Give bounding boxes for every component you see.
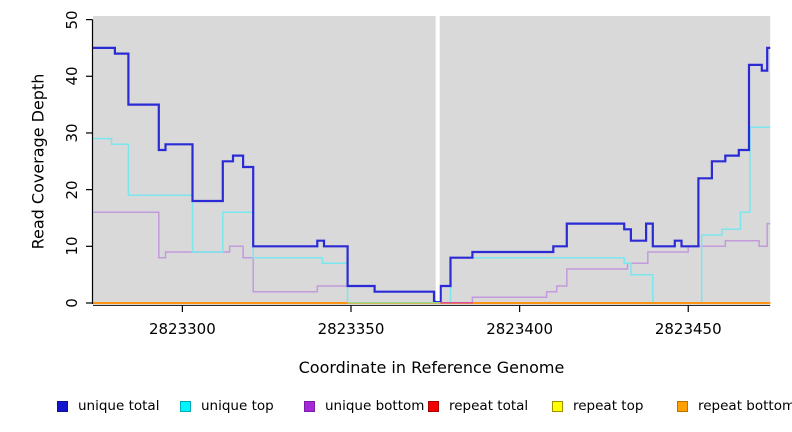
- legend-item-unique-top: unique top: [180, 396, 274, 416]
- series-unique-total: [93, 46, 771, 303]
- y-tick-label-40: 40: [63, 66, 81, 86]
- y-tick-label-0: 0: [63, 298, 81, 308]
- legend: unique total unique top unique bottom repea…: [0, 396, 792, 420]
- y-tick-label-20: 20: [63, 180, 81, 200]
- legend-swatch-icon: [180, 400, 191, 412]
- x-tick-label-2823450: 2823450: [654, 320, 722, 338]
- legend-label: repeat total: [449, 398, 529, 414]
- x-tick-label-2823300: 2823300: [148, 320, 216, 338]
- y-tick-label-10: 10: [63, 236, 81, 256]
- legend-item-repeat-top: repeat top: [552, 396, 643, 416]
- series-unique-bottom: [93, 211, 771, 304]
- legend-swatch-icon: [57, 400, 68, 412]
- legend-swatch-icon: [677, 400, 688, 412]
- legend-item-repeat-total: repeat total: [428, 396, 528, 416]
- legend-label: unique total: [78, 398, 160, 414]
- legend-item-unique-bottom: unique bottom: [304, 396, 424, 416]
- y-axis-title: Read Coverage Depth: [28, 73, 48, 250]
- legend-label: repeat top: [573, 398, 644, 414]
- legend-label: unique bottom: [325, 398, 425, 414]
- legend-item-repeat-bottom: repeat bottom: [677, 396, 792, 416]
- legend-label: unique top: [201, 398, 274, 414]
- plot-panel: [93, 16, 771, 305]
- x-tick-label-2823400: 2823400: [486, 320, 554, 338]
- legend-swatch-icon: [552, 400, 563, 412]
- y-tick-label-30: 30: [63, 123, 81, 143]
- x-axis-title: Coordinate in Reference Genome: [298, 358, 565, 377]
- missing-data-gap: [435, 16, 440, 301]
- legend-label: repeat bottom: [698, 398, 792, 414]
- y-tick-label-50: 50: [63, 10, 81, 30]
- legend-swatch-icon: [304, 400, 315, 412]
- plot-canvas: [86, 16, 771, 312]
- legend-item-unique-total: unique total: [57, 396, 159, 416]
- x-tick-label-2823350: 2823350: [317, 320, 385, 338]
- legend-swatch-icon: [428, 400, 439, 412]
